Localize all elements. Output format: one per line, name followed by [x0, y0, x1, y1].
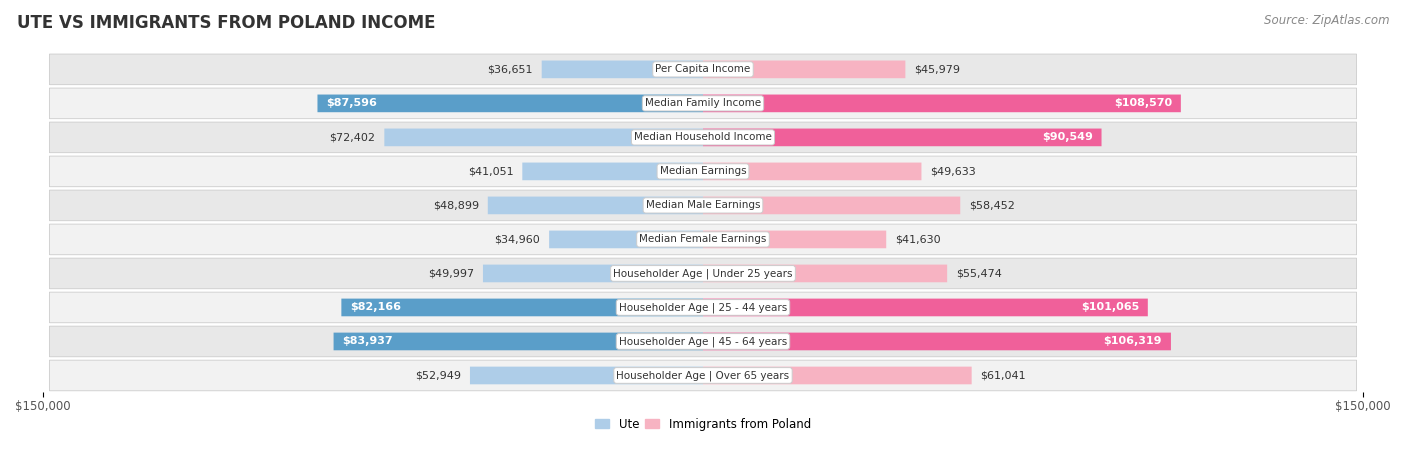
Text: $34,960: $34,960	[495, 234, 540, 244]
FancyBboxPatch shape	[333, 333, 703, 350]
Text: Median Earnings: Median Earnings	[659, 166, 747, 177]
Text: $49,633: $49,633	[931, 166, 976, 177]
FancyBboxPatch shape	[49, 156, 1357, 187]
Text: $41,051: $41,051	[468, 166, 513, 177]
FancyBboxPatch shape	[384, 128, 703, 146]
Text: $36,651: $36,651	[488, 64, 533, 74]
Text: $55,474: $55,474	[956, 269, 1002, 278]
FancyBboxPatch shape	[703, 163, 921, 180]
FancyBboxPatch shape	[49, 258, 1357, 289]
FancyBboxPatch shape	[49, 292, 1357, 323]
FancyBboxPatch shape	[703, 94, 1181, 112]
FancyBboxPatch shape	[541, 61, 703, 78]
Text: UTE VS IMMIGRANTS FROM POLAND INCOME: UTE VS IMMIGRANTS FROM POLAND INCOME	[17, 14, 436, 32]
FancyBboxPatch shape	[318, 94, 703, 112]
Text: $45,979: $45,979	[914, 64, 960, 74]
Text: $58,452: $58,452	[969, 200, 1015, 211]
FancyBboxPatch shape	[703, 298, 1147, 316]
FancyBboxPatch shape	[703, 367, 972, 384]
Text: Median Household Income: Median Household Income	[634, 132, 772, 142]
FancyBboxPatch shape	[703, 333, 1171, 350]
FancyBboxPatch shape	[488, 197, 703, 214]
FancyBboxPatch shape	[342, 298, 703, 316]
FancyBboxPatch shape	[703, 128, 1101, 146]
FancyBboxPatch shape	[550, 231, 703, 248]
Text: Householder Age | Over 65 years: Householder Age | Over 65 years	[616, 370, 790, 381]
FancyBboxPatch shape	[49, 190, 1357, 221]
Text: Median Family Income: Median Family Income	[645, 99, 761, 108]
Text: $41,630: $41,630	[896, 234, 941, 244]
Text: Householder Age | 25 - 44 years: Householder Age | 25 - 44 years	[619, 302, 787, 313]
Text: Householder Age | Under 25 years: Householder Age | Under 25 years	[613, 268, 793, 279]
FancyBboxPatch shape	[482, 265, 703, 282]
Text: $48,899: $48,899	[433, 200, 479, 211]
FancyBboxPatch shape	[49, 88, 1357, 119]
Text: $49,997: $49,997	[427, 269, 474, 278]
Text: $90,549: $90,549	[1042, 132, 1092, 142]
Text: $101,065: $101,065	[1081, 303, 1139, 312]
Text: $106,319: $106,319	[1104, 336, 1163, 347]
FancyBboxPatch shape	[470, 367, 703, 384]
Text: $52,949: $52,949	[415, 370, 461, 381]
Text: Source: ZipAtlas.com: Source: ZipAtlas.com	[1264, 14, 1389, 27]
Text: Per Capita Income: Per Capita Income	[655, 64, 751, 74]
Legend: Ute, Immigrants from Poland: Ute, Immigrants from Poland	[595, 418, 811, 431]
FancyBboxPatch shape	[49, 326, 1357, 357]
FancyBboxPatch shape	[522, 163, 703, 180]
Text: $87,596: $87,596	[326, 99, 377, 108]
FancyBboxPatch shape	[49, 224, 1357, 255]
FancyBboxPatch shape	[49, 54, 1357, 85]
Text: $83,937: $83,937	[343, 336, 394, 347]
Text: $72,402: $72,402	[329, 132, 375, 142]
Text: $82,166: $82,166	[350, 303, 401, 312]
FancyBboxPatch shape	[703, 61, 905, 78]
FancyBboxPatch shape	[703, 197, 960, 214]
FancyBboxPatch shape	[703, 265, 948, 282]
FancyBboxPatch shape	[703, 231, 886, 248]
Text: $108,570: $108,570	[1114, 99, 1173, 108]
FancyBboxPatch shape	[49, 360, 1357, 391]
FancyBboxPatch shape	[49, 122, 1357, 153]
Text: $61,041: $61,041	[980, 370, 1026, 381]
Text: Householder Age | 45 - 64 years: Householder Age | 45 - 64 years	[619, 336, 787, 347]
Text: Median Male Earnings: Median Male Earnings	[645, 200, 761, 211]
Text: Median Female Earnings: Median Female Earnings	[640, 234, 766, 244]
